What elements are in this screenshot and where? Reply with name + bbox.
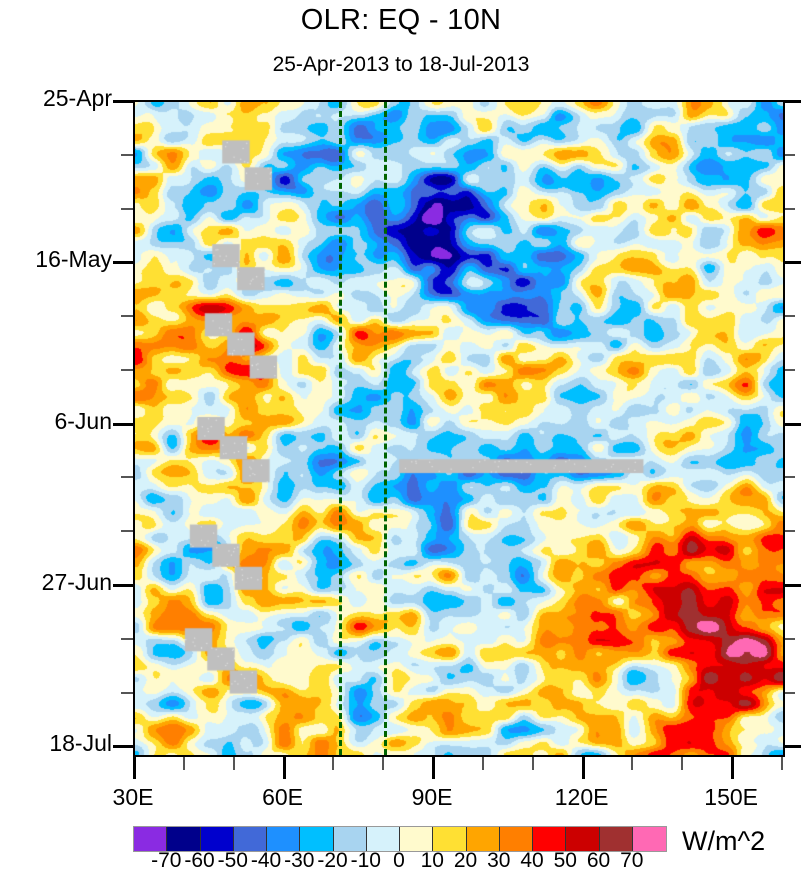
y-tick [121,207,133,210]
colorbar-label--10: -10 [350,849,381,872]
y-tick [121,153,133,156]
y-tick-right [785,583,801,587]
y-tick-right [785,422,801,426]
x-tick [133,757,136,779]
y-tick [121,637,133,640]
x-tick [531,757,534,770]
colorbar [133,826,667,852]
y-tick-right [785,207,795,210]
y-tick-right [785,476,795,479]
colorbar-label-70: 70 [620,849,644,872]
hovmoller-plot-area [133,100,785,757]
colorbar-label-40: 40 [520,849,544,872]
colorbar-label--30: -30 [284,849,315,872]
y-tick [121,368,133,371]
olr-anomaly-field [135,102,783,755]
x-tick [232,757,235,770]
y-axis-label-6-Jun: 6-Jun [54,407,112,434]
colorbar-swatch-14 [599,827,633,851]
x-tick [481,757,484,770]
colorbar-swatch-3 [233,827,267,851]
y-tick-right [785,637,795,640]
x-axis-label-120E: 120E [554,784,609,810]
colorbar-swatch-10 [466,827,500,851]
x-axis-label-60E: 60E [262,784,303,810]
y-tick [113,261,133,265]
vline-80E [384,102,388,755]
y-tick-right [785,261,801,265]
y-tick-right [785,153,795,156]
x-tick [282,757,286,779]
x-axis-label-150E: 150E [704,784,758,810]
colorbar-swatch-2 [200,827,234,851]
x-tick [332,757,335,770]
colorbar-label-20: 20 [453,849,478,872]
x-tick [382,757,385,770]
x-axis-label-90E: 90E [411,784,453,810]
colorbar-swatch-11 [499,827,533,851]
colorbar-label-10: 10 [420,849,444,872]
y-tick [121,315,133,318]
y-tick-right [785,530,795,533]
y-axis-label-16-May: 16-May [35,246,112,273]
colorbar-swatch-8 [400,827,434,851]
chart-subtitle: 25-Apr-2013 to 18-Jul-2013 [272,53,530,76]
colorbar-swatch-1 [167,827,201,851]
x-tick [631,757,634,770]
colorbar-swatch-4 [267,827,301,851]
colorbar-label--40: -40 [250,849,282,872]
colorbar-label--70: -70 [151,849,182,872]
x-tick [681,757,684,770]
colorbar-label-0: 0 [393,849,405,872]
colorbar-swatch-9 [433,827,467,851]
colorbar-swatch-5 [300,827,334,851]
chart-title: OLR: EQ - 10N [300,4,502,36]
y-tick [113,745,133,749]
colorbar-swatch-12 [533,827,567,851]
y-tick-right [785,100,801,103]
x-tick [182,757,185,770]
colorbar-label-50: 50 [553,849,577,872]
colorbar-swatch-0 [134,827,168,851]
y-tick-right [785,745,801,749]
y-tick [113,583,133,587]
colorbar-label--20: -20 [317,849,348,872]
y-tick [121,530,133,533]
y-axis-label-18-Jul: 18-Jul [49,730,112,757]
colorbar-swatch-15 [632,827,666,851]
y-tick [121,691,133,694]
y-tick-right [785,368,795,371]
colorbar-label-30: 30 [487,849,511,872]
y-axis-label-27-Jun: 27-Jun [41,568,112,595]
y-tick [113,100,133,103]
y-axis-label-25-Apr: 25-Apr [42,85,112,111]
y-tick [113,422,133,426]
colorbar-label--60: -60 [184,849,215,872]
colorbar-swatch-13 [566,827,600,851]
colorbar-tick-labels: -70 -60 -50 -40 -30 -20 -10 0 10 20 30 40 50 60 70 [133,849,665,872]
x-axis-label-30E: 30E [112,784,154,810]
x-tick [731,757,735,779]
y-tick [121,476,133,479]
colorbar-swatch-6 [333,827,367,851]
colorbar-swatch-7 [366,827,400,851]
vline-71E [339,102,343,755]
colorbar-units-label: W/m^2 [682,826,766,856]
colorbar-label--50: -50 [217,849,248,872]
x-tick [432,757,436,779]
x-tick [781,757,783,770]
y-tick-right [785,691,795,694]
x-tick [581,757,585,779]
y-tick-right [785,315,795,318]
colorbar-label-60: 60 [586,849,611,872]
